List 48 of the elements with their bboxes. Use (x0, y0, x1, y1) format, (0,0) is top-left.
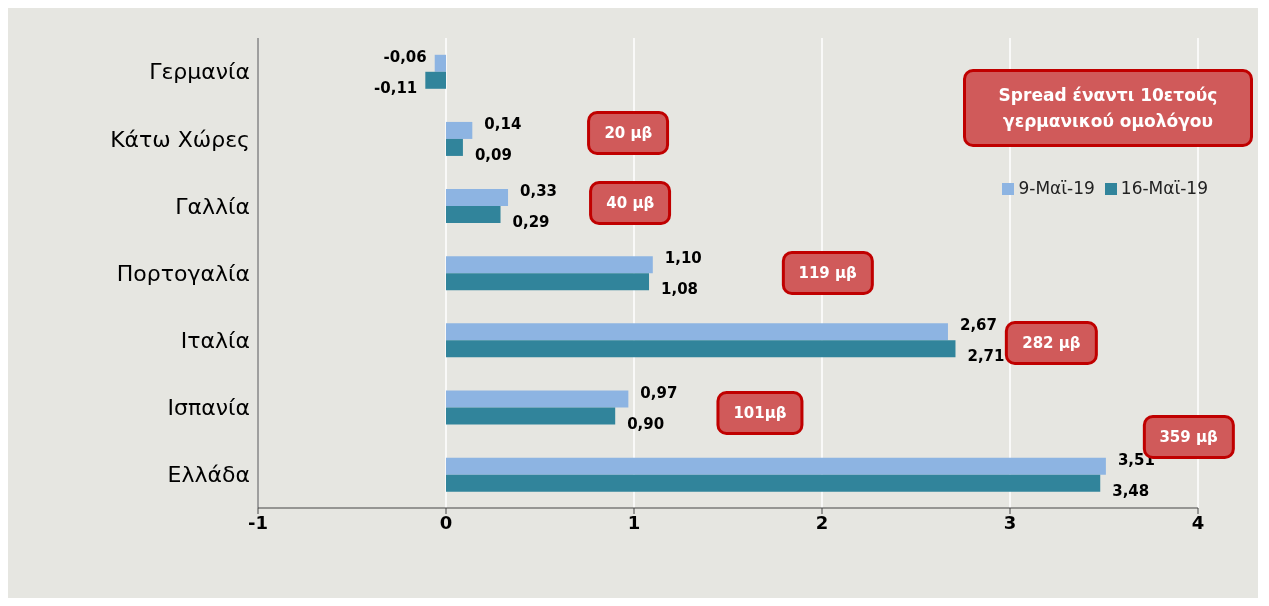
bar (446, 189, 509, 207)
legend-label: 9-Μαϊ-19 (1018, 178, 1095, 198)
data-label: 3,48 (1112, 481, 1150, 500)
data-label: 0,29 (512, 213, 550, 232)
y-tick-label: Πορτογαλία (116, 260, 250, 286)
bar (446, 121, 473, 139)
data-label: 0,90 (627, 414, 665, 433)
bar (446, 138, 463, 156)
x-tick-label: 3 (1003, 511, 1017, 533)
callout-box: 40 μβ (589, 180, 672, 225)
y-tick-label: Ισπανία (167, 395, 250, 421)
bar (446, 340, 956, 358)
bar (446, 390, 629, 408)
data-label: 2,71 (967, 347, 1005, 366)
data-label: -0,11 (374, 78, 418, 97)
callout-box: Spread έναντι 10ετούς γερμανικού ομολόγου (963, 69, 1253, 147)
x-tick-label: 0 (439, 511, 453, 533)
data-label: 0,09 (474, 145, 512, 164)
data-label: 2,67 (959, 316, 997, 335)
callout-box: 282 μβ (1005, 320, 1098, 365)
bar (425, 71, 446, 89)
y-tick-label: Κάτω Χώρες (110, 126, 250, 152)
callout-box: 119 μβ (781, 250, 874, 295)
bar (446, 256, 653, 274)
callout-box: 20 μβ (587, 110, 670, 155)
x-tick-label: 1 (627, 511, 641, 533)
bar (446, 273, 650, 291)
callout-box: 101μβ (716, 390, 804, 435)
bar (446, 457, 1106, 475)
bar (434, 54, 446, 72)
data-label: 0,97 (640, 383, 678, 402)
bar (446, 323, 948, 341)
data-label: 0,14 (484, 114, 522, 133)
data-label: 0,33 (520, 182, 558, 201)
y-tick-label: Γερμανία (149, 59, 250, 85)
y-tick-label: Ελλάδα (167, 462, 250, 488)
bar (446, 474, 1101, 492)
bar (446, 206, 501, 224)
y-tick-label: Γαλλία (175, 193, 250, 219)
legend-label: 16-Μαϊ-19 (1120, 178, 1208, 198)
data-label: 1,08 (661, 280, 699, 299)
y-tick-label: Ιταλία (180, 327, 250, 353)
data-label: 1,10 (664, 249, 702, 268)
data-label: -0,06 (383, 47, 427, 66)
x-tick-label: -1 (248, 511, 268, 533)
x-tick-label: 4 (1191, 511, 1205, 533)
x-tick-label: 2 (815, 511, 829, 533)
bar (446, 407, 616, 425)
